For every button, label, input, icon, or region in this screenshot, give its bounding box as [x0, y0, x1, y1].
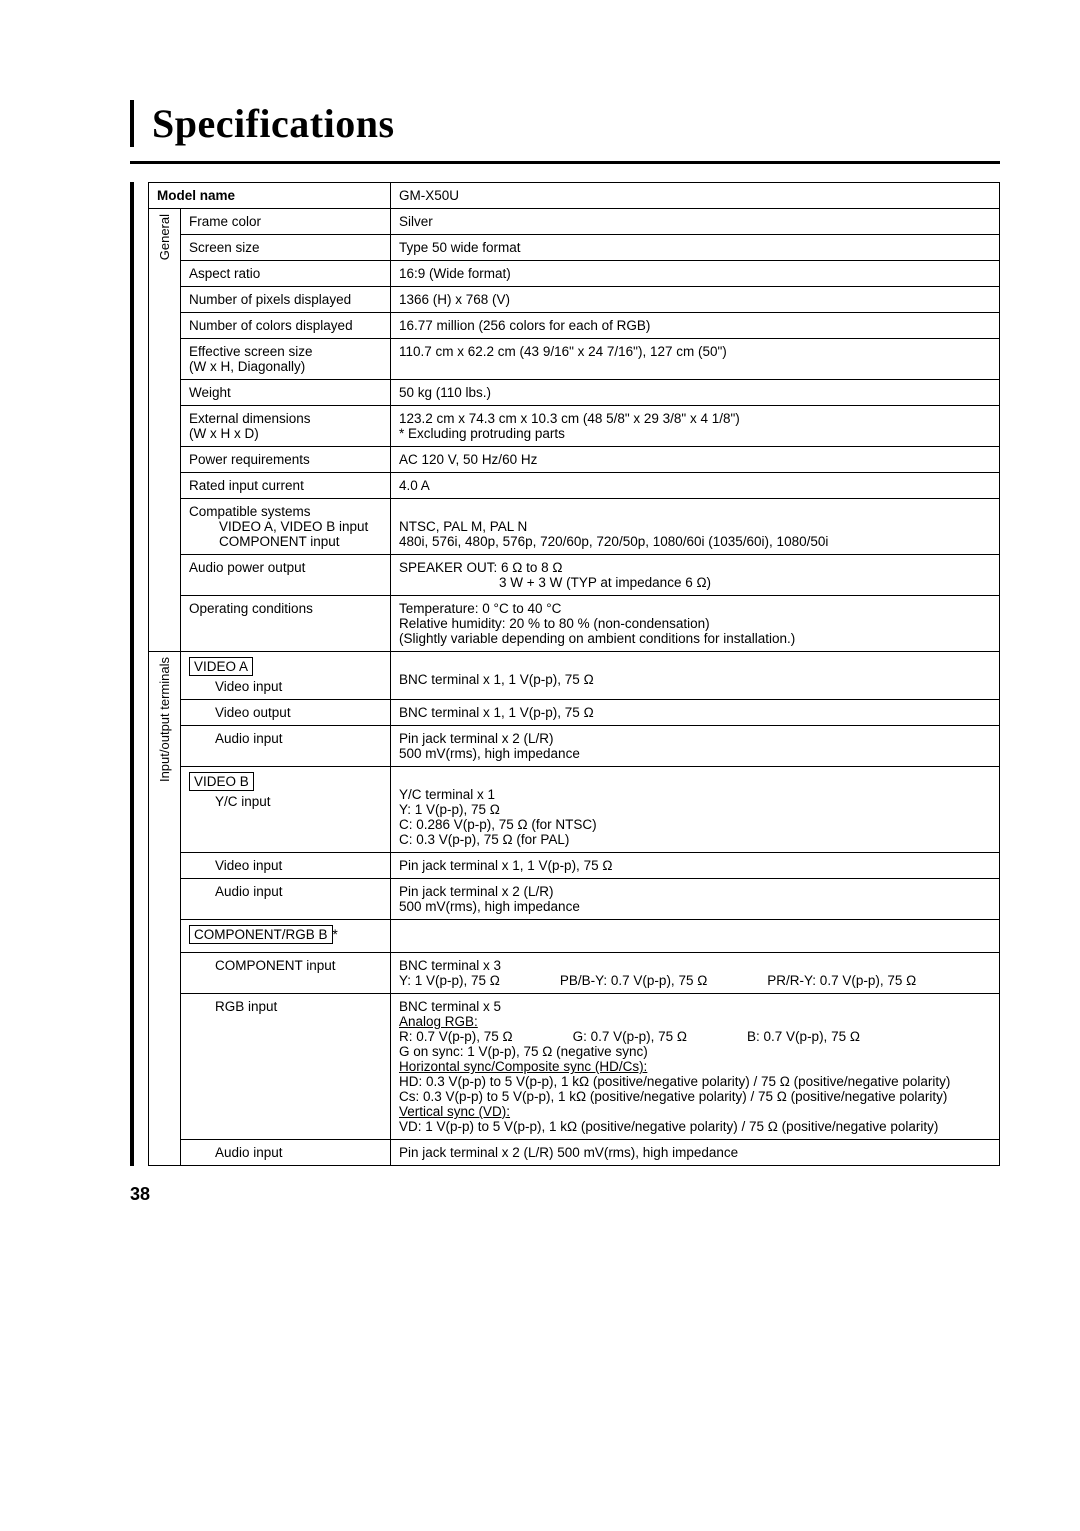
spec-label: VIDEO A Video input — [181, 652, 391, 700]
table-row: VIDEO B Y/C input Y/C terminal x 1 Y: 1 … — [149, 767, 1000, 853]
model-row: Model name GM-X50U — [149, 183, 1000, 209]
spec-label: COMPONENT input — [181, 953, 391, 994]
spec-label: COMPONENT/RGB B* — [181, 920, 391, 953]
page-title: Specifications — [152, 100, 1000, 147]
table-row: Effective screen size (W x H, Diagonally… — [149, 339, 1000, 380]
spec-label: Video output — [181, 700, 391, 726]
table-row: COMPONENT/RGB B* — [149, 920, 1000, 953]
table-row: Audio input Pin jack terminal x 2 (L/R) … — [149, 726, 1000, 767]
table-row: RGB input BNC terminal x 5 Analog RGB: R… — [149, 994, 1000, 1140]
spec-value: Pin jack terminal x 2 (L/R) 500 mV(rms),… — [391, 726, 1000, 767]
table-row: Weight 50 kg (110 lbs.) — [149, 380, 1000, 406]
table-row: Compatible systems VIDEO A, VIDEO B inpu… — [149, 499, 1000, 555]
table-row: Rated input current 4.0 A — [149, 473, 1000, 499]
spec-value: 4.0 A — [391, 473, 1000, 499]
table-row: Audio power output SPEAKER OUT: 6 Ω to 8… — [149, 555, 1000, 596]
spec-label: Aspect ratio — [181, 261, 391, 287]
table-row: Number of pixels displayed 1366 (H) x 76… — [149, 287, 1000, 313]
io-section-label: Input/output terminals — [149, 652, 181, 1166]
spec-table: Model name GM-X50U General Frame color S… — [148, 182, 1000, 1166]
spec-label: Weight — [181, 380, 391, 406]
table-row: Video output BNC terminal x 1, 1 V(p-p),… — [149, 700, 1000, 726]
spec-value: Pin jack terminal x 2 (L/R) 500 mV(rms),… — [391, 1140, 1000, 1166]
table-row: Audio input Pin jack terminal x 2 (L/R) … — [149, 879, 1000, 920]
spec-value: Pin jack terminal x 2 (L/R) 500 mV(rms),… — [391, 879, 1000, 920]
spec-value: Temperature: 0 °C to 40 °C Relative humi… — [391, 596, 1000, 652]
spec-value: Type 50 wide format — [391, 235, 1000, 261]
table-row: COMPONENT input BNC terminal x 3 Y: 1 V(… — [149, 953, 1000, 994]
spec-label: Operating conditions — [181, 596, 391, 652]
spec-wrapper: Model name GM-X50U General Frame color S… — [130, 182, 1000, 1166]
spec-value: 16:9 (Wide format) — [391, 261, 1000, 287]
spec-label: Screen size — [181, 235, 391, 261]
spec-label: Power requirements — [181, 447, 391, 473]
page-header: Specifications — [130, 100, 1000, 147]
table-row: Operating conditions Temperature: 0 °C t… — [149, 596, 1000, 652]
spec-value: Silver — [391, 209, 1000, 235]
spec-label: Video input — [181, 853, 391, 879]
spec-value: 1366 (H) x 768 (V) — [391, 287, 1000, 313]
table-row: Power requirements AC 120 V, 50 Hz/60 Hz — [149, 447, 1000, 473]
general-section-label: General — [149, 209, 181, 652]
table-row: Audio input Pin jack terminal x 2 (L/R) … — [149, 1140, 1000, 1166]
spec-label: Audio input — [181, 726, 391, 767]
spec-label: Audio power output — [181, 555, 391, 596]
table-row: General Frame color Silver — [149, 209, 1000, 235]
spec-label: Rated input current — [181, 473, 391, 499]
spec-value: Y/C terminal x 1 Y: 1 V(p-p), 75 Ω C: 0.… — [391, 767, 1000, 853]
spec-label: Frame color — [181, 209, 391, 235]
spec-label: Number of colors displayed — [181, 313, 391, 339]
spec-value — [391, 920, 1000, 953]
spec-value: 16.77 million (256 colors for each of RG… — [391, 313, 1000, 339]
table-row: External dimensions (W x H x D) 123.2 cm… — [149, 406, 1000, 447]
table-row: Number of colors displayed 16.77 million… — [149, 313, 1000, 339]
spec-value: BNC terminal x 5 Analog RGB: R: 0.7 V(p-… — [391, 994, 1000, 1140]
spec-label: RGB input — [181, 994, 391, 1140]
spec-label: Number of pixels displayed — [181, 287, 391, 313]
spec-label: VIDEO B Y/C input — [181, 767, 391, 853]
page-number: 38 — [130, 1184, 1000, 1205]
spec-value: BNC terminal x 3 Y: 1 V(p-p), 75 Ω PB/B-… — [391, 953, 1000, 994]
spec-value: Pin jack terminal x 1, 1 V(p-p), 75 Ω — [391, 853, 1000, 879]
model-label: Model name — [149, 183, 391, 209]
spec-label: Compatible systems VIDEO A, VIDEO B inpu… — [181, 499, 391, 555]
table-row: Screen size Type 50 wide format — [149, 235, 1000, 261]
spec-value: 110.7 cm x 62.2 cm (43 9/16" x 24 7/16")… — [391, 339, 1000, 380]
spec-value: SPEAKER OUT: 6 Ω to 8 Ω 3 W + 3 W (TYP a… — [391, 555, 1000, 596]
spec-value: BNC terminal x 1, 1 V(p-p), 75 Ω — [391, 700, 1000, 726]
spec-label: Audio input — [181, 1140, 391, 1166]
spec-value: NTSC, PAL M, PAL N 480i, 576i, 480p, 576… — [391, 499, 1000, 555]
header-rule — [130, 161, 1000, 164]
spec-value: 50 kg (110 lbs.) — [391, 380, 1000, 406]
table-row: Input/output terminals VIDEO A Video inp… — [149, 652, 1000, 700]
model-value: GM-X50U — [391, 183, 1000, 209]
table-row: Aspect ratio 16:9 (Wide format) — [149, 261, 1000, 287]
spec-label: External dimensions (W x H x D) — [181, 406, 391, 447]
spec-label: Audio input — [181, 879, 391, 920]
spec-value: BNC terminal x 1, 1 V(p-p), 75 Ω — [391, 652, 1000, 700]
spec-label: Effective screen size (W x H, Diagonally… — [181, 339, 391, 380]
spec-value: AC 120 V, 50 Hz/60 Hz — [391, 447, 1000, 473]
spec-value: 123.2 cm x 74.3 cm x 10.3 cm (48 5/8" x … — [391, 406, 1000, 447]
table-row: Video input Pin jack terminal x 1, 1 V(p… — [149, 853, 1000, 879]
